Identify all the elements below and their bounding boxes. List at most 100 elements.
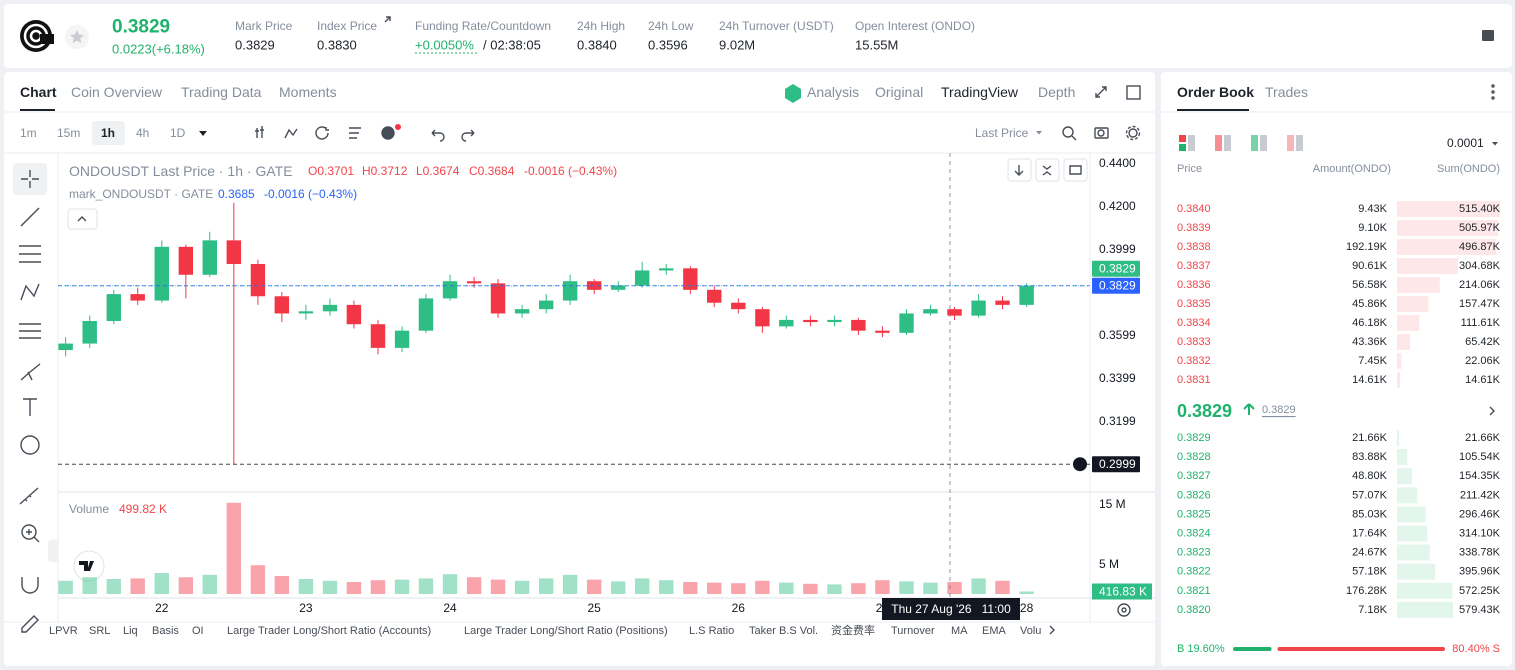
interval[interactable]: 15m xyxy=(57,126,80,140)
add-alert[interactable] xyxy=(1073,457,1087,472)
x-tick-label: 22 xyxy=(155,601,169,615)
indicator[interactable]: Large Trader Long/Short Ratio (Positions… xyxy=(464,625,668,637)
indicator[interactable]: EMA xyxy=(982,625,1007,637)
book-amount: 43.36K xyxy=(1352,336,1388,348)
caret[interactable] xyxy=(199,131,207,136)
candle-body xyxy=(274,296,290,314)
candle-body xyxy=(995,300,1010,305)
stat-value: 9.02M xyxy=(719,38,755,53)
indicator[interactable]: LPVR xyxy=(49,625,78,637)
volume-bar xyxy=(803,583,818,594)
indicator[interactable]: Basis xyxy=(152,625,179,637)
interval[interactable]: 1m xyxy=(20,126,37,140)
legend-toggle[interactable] xyxy=(67,208,98,230)
external-link-icon[interactable] xyxy=(384,16,391,23)
book-sum: 572.25K xyxy=(1459,585,1501,597)
book-amount: 57.07K xyxy=(1352,489,1388,501)
stat-value: 15.55M xyxy=(855,38,898,53)
candle-body xyxy=(202,240,217,275)
book-price: 0.3835 xyxy=(1177,298,1211,310)
book-price: 0.3834 xyxy=(1177,317,1211,329)
indicator[interactable]: OI xyxy=(192,625,204,637)
book-amount: 24.67K xyxy=(1352,547,1388,559)
analysis-icon[interactable] xyxy=(785,84,801,103)
book-amount: 83.88K xyxy=(1352,451,1388,463)
candle-body xyxy=(298,311,314,314)
volume-tick-label: 15 M xyxy=(1099,497,1126,511)
logo xyxy=(20,20,54,52)
indicator[interactable]: Liq xyxy=(123,625,138,637)
book-sum: 304.68K xyxy=(1459,260,1501,272)
caret[interactable] xyxy=(1036,131,1042,135)
view-tab[interactable]: Depth xyxy=(1038,84,1075,100)
book-view-icons[interactable] xyxy=(1179,135,1498,151)
book-sum: 105.54K xyxy=(1459,451,1501,463)
note-icon[interactable] xyxy=(1482,30,1494,41)
settings-icon[interactable] xyxy=(1117,603,1131,617)
view-tab[interactable]: Analysis xyxy=(807,84,859,100)
candle-body xyxy=(586,281,602,290)
volume-bar xyxy=(298,579,314,594)
candle-body xyxy=(803,319,818,323)
candle-body xyxy=(851,319,866,331)
price-type[interactable]: Last Price xyxy=(975,126,1029,140)
tab[interactable]: Moments xyxy=(279,84,337,100)
tab[interactable]: Chart xyxy=(20,84,57,100)
drawing-tools[interactable] xyxy=(19,170,41,633)
book-price: 0.3826 xyxy=(1177,489,1211,501)
book-sum: 314.10K xyxy=(1459,528,1501,540)
price-label: 0.2999 xyxy=(1099,457,1136,471)
volume-value: 499.82 K xyxy=(119,502,167,516)
volume-bar xyxy=(634,578,650,594)
last-price: 0.3829 xyxy=(112,17,170,38)
indicator[interactable]: L.S Ratio xyxy=(689,625,734,637)
volume-bar xyxy=(731,583,746,594)
indicator[interactable]: 资金费率 xyxy=(831,623,875,637)
candle-body xyxy=(154,246,169,301)
depth-bar xyxy=(1397,296,1429,312)
indicator[interactable]: MA xyxy=(951,625,968,637)
book-sum: 338.78K xyxy=(1459,547,1501,559)
book-amount: 57.18K xyxy=(1352,566,1388,578)
toolbar-icons[interactable] xyxy=(255,84,1495,416)
book-tab[interactable]: Trades xyxy=(1265,84,1308,100)
book-price: 0.3829 xyxy=(1177,432,1211,444)
favorite-star[interactable] xyxy=(65,25,89,49)
candle-body xyxy=(322,304,338,312)
indicator[interactable]: Taker B.S Vol. xyxy=(749,625,818,637)
buy-ratio: B 19.60% xyxy=(1177,643,1225,655)
indicator[interactable]: Turnover xyxy=(891,625,935,637)
view-tab[interactable]: TradingView xyxy=(941,84,1019,100)
indicator[interactable]: Large Trader Long/Short Ratio (Accounts) xyxy=(227,625,431,637)
interval[interactable]: 1D xyxy=(170,126,186,140)
header-panel xyxy=(4,4,1512,68)
tab[interactable]: Coin Overview xyxy=(71,84,163,100)
legend-mark-value: 0.3685 xyxy=(218,187,255,201)
interval[interactable]: 4h xyxy=(136,126,149,140)
collapse-handle[interactable] xyxy=(48,540,58,562)
tab[interactable]: Trading Data xyxy=(181,84,262,100)
interval[interactable]: 1h xyxy=(101,126,115,140)
book-amount: 21.66K xyxy=(1352,432,1388,444)
pane-buttons[interactable] xyxy=(1007,158,1088,182)
price-change: 0.0223(+6.18%) xyxy=(112,42,205,57)
price-label-bg xyxy=(1092,456,1140,473)
book-tab[interactable]: Order Book xyxy=(1177,84,1254,100)
book-sum: 111.61K xyxy=(1461,317,1501,329)
volume-bar xyxy=(58,580,73,594)
price-label-bg xyxy=(1092,260,1140,277)
volume-bar xyxy=(346,582,362,594)
precision[interactable]: 0.0001 xyxy=(1447,136,1484,150)
candle-body xyxy=(370,324,386,348)
indicator[interactable]: Volu xyxy=(1020,625,1041,637)
depth-bar xyxy=(1397,258,1458,274)
book-price: 0.3823 xyxy=(1177,547,1211,559)
scroll-right[interactable] xyxy=(1049,625,1055,635)
indicator[interactable]: SRL xyxy=(89,625,110,637)
depth-bar xyxy=(1397,582,1453,599)
view-tab[interactable]: Original xyxy=(875,84,923,100)
price-label-bg xyxy=(1092,277,1140,294)
volume-bar xyxy=(755,580,770,594)
depth-bar xyxy=(1397,220,1499,236)
candle-body xyxy=(178,246,194,275)
